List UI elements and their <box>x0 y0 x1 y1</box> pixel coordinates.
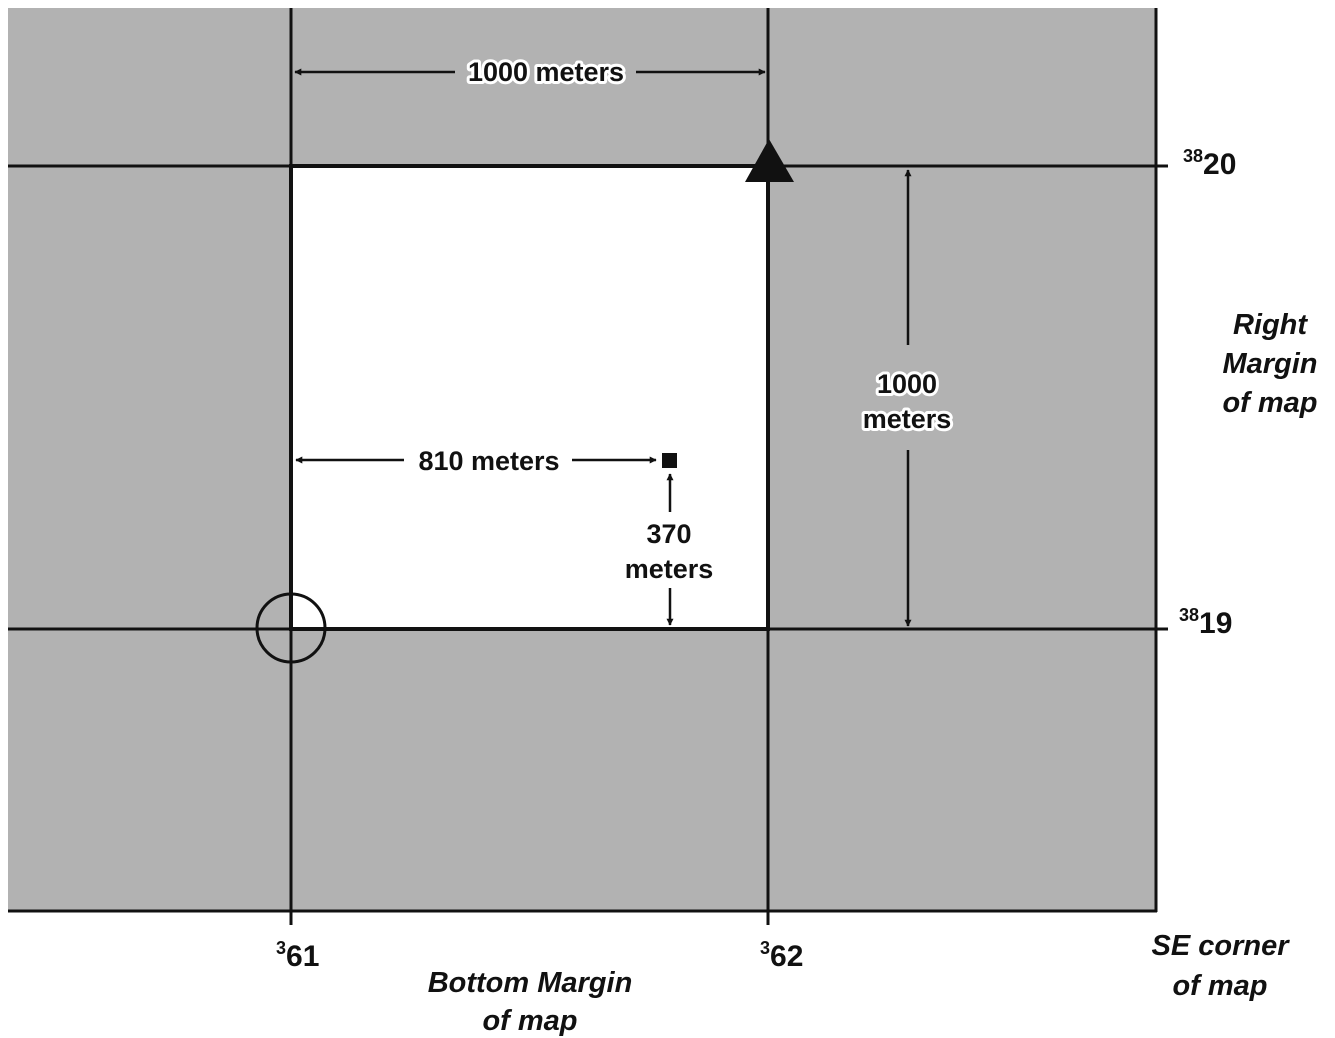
easting-label-62: 362 <box>760 938 803 973</box>
northing-label-20: 3820 <box>1183 146 1236 181</box>
easting-offset-label: 810 meters <box>418 446 559 476</box>
bottom-margin-label-2: of map <box>482 1005 577 1037</box>
right-margin-label-2: Margin <box>1222 348 1317 380</box>
northing-offset-label-number: 370 <box>646 519 691 549</box>
right-dimension-label-number: 1000 <box>877 369 937 399</box>
right-dimension-label-unit: meters <box>863 404 952 434</box>
square-icon <box>662 453 677 468</box>
circle-icon <box>255 592 327 664</box>
bottom-margin-label-1: Bottom Margin <box>428 967 633 999</box>
se-corner-label-1: SE corner <box>1152 930 1291 962</box>
grid-square <box>291 166 768 629</box>
top-dimension-label: 1000 meters <box>468 57 624 87</box>
triangle-icon <box>745 139 794 182</box>
right-margin-label-3: of map <box>1222 387 1317 419</box>
se-corner-label-2: of map <box>1172 970 1267 1002</box>
northing-offset-label-unit: meters <box>625 554 714 584</box>
grid-square-outline <box>289 164 770 631</box>
easting-label-61: 361 <box>276 938 319 973</box>
right-margin-label-1: Right <box>1233 309 1308 341</box>
northing-label-19: 3819 <box>1179 605 1232 640</box>
